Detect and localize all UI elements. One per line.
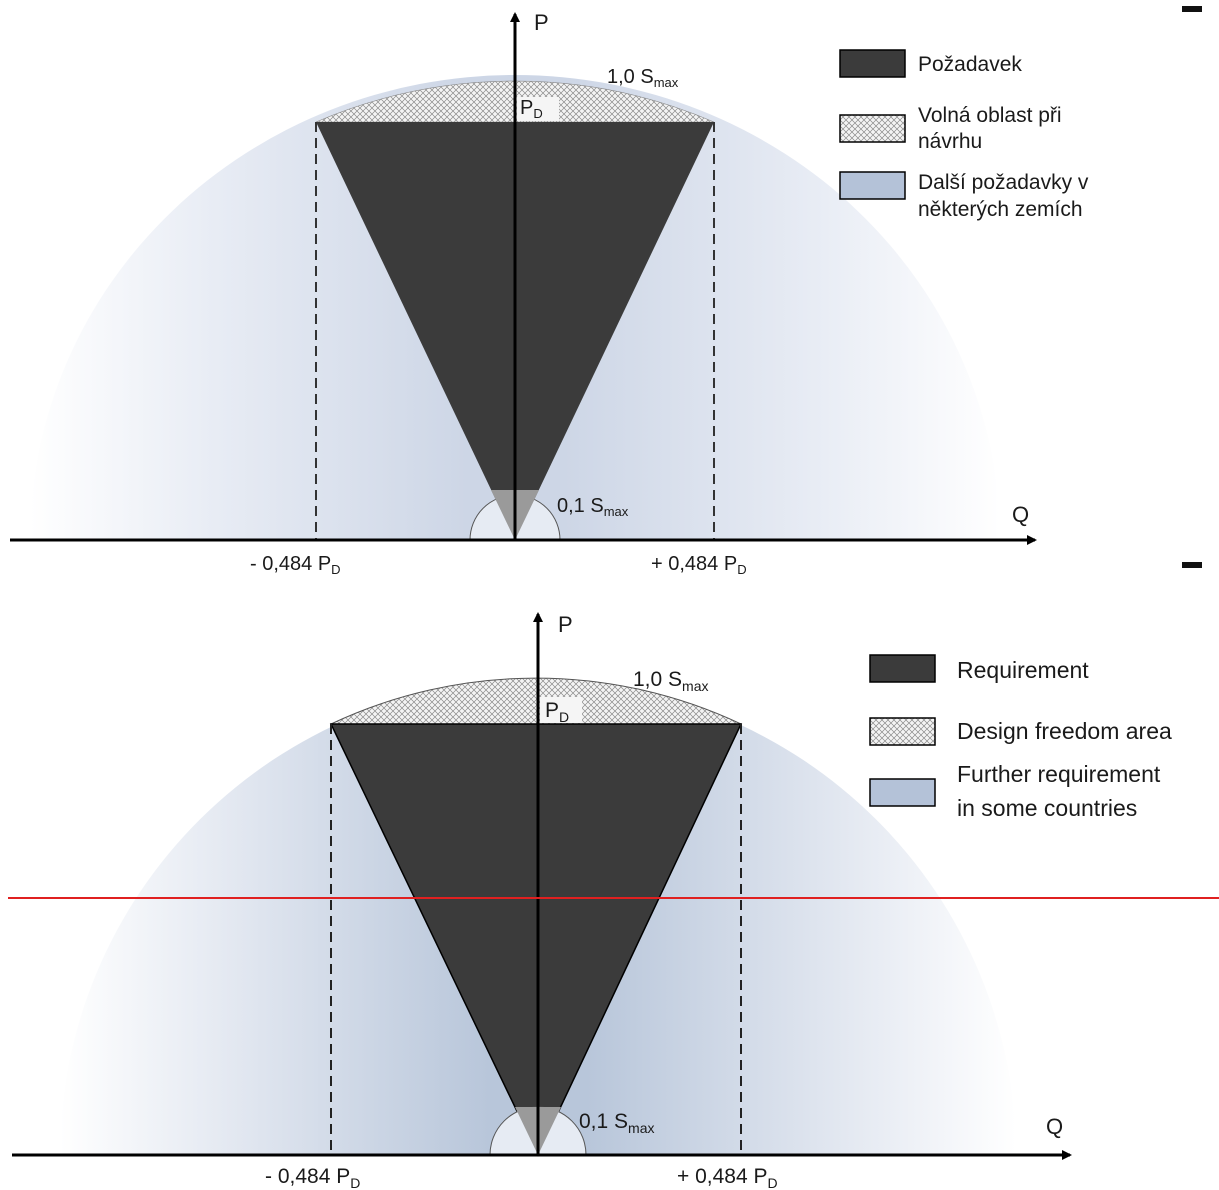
separator-dash <box>1182 562 1202 568</box>
legend: Požadavek Volná oblast při návrhu Další … <box>839 49 1089 221</box>
pd-label-box <box>517 97 559 121</box>
right-q-label: + 0,484 PD <box>651 553 747 577</box>
legend-swatch-design-freedom <box>869 717 936 746</box>
legend-label: některých zemích <box>918 198 1083 221</box>
smax-label: 1,0 Smax <box>633 668 709 694</box>
pd-label: PD <box>520 97 543 121</box>
top-diagram: P Q 1,0 Smax PD 0,1 Smax - 0,484 PD + 0,… <box>10 10 1089 577</box>
q-axis-label: Q <box>1046 1114 1063 1139</box>
small-smax-label: 0,1 Smax <box>557 495 629 519</box>
legend-swatch-further <box>869 778 936 807</box>
legend-label: Further requirement <box>957 761 1161 787</box>
legend-swatch-requirement <box>869 654 936 683</box>
legend-label: Requirement <box>957 657 1089 683</box>
requirement-area <box>329 723 743 1157</box>
small-smax-label: 0,1 Smax <box>579 1110 655 1136</box>
separator-dash <box>1182 6 1202 12</box>
legend: Requirement Design freedom area Further … <box>869 654 1172 821</box>
left-q-label: - 0,484 PD <box>265 1165 360 1190</box>
right-q-label: + 0,484 PD <box>677 1165 778 1190</box>
legend-label: Volná oblast při <box>918 104 1062 127</box>
legend-label: návrhu <box>918 130 982 153</box>
legend-swatch-design-freedom <box>839 114 906 143</box>
legend-swatch-requirement <box>839 49 906 78</box>
design-freedom-area <box>330 677 742 725</box>
legend-label: Další požadavky v <box>918 171 1089 194</box>
bottom-diagram: P Q 1,0 Smax PD 0,1 Smax - 0,484 PD + 0,… <box>8 612 1219 1190</box>
pd-label-box <box>540 697 582 723</box>
smax-label: 1,0 Smax <box>607 66 679 90</box>
legend-label: Design freedom area <box>957 718 1172 744</box>
q-axis-label: Q <box>1012 502 1029 527</box>
p-axis-label: P <box>558 612 573 637</box>
p-axis-label: P <box>534 10 549 35</box>
left-q-label: - 0,484 PD <box>250 553 341 577</box>
pd-label: PD <box>545 699 569 725</box>
legend-swatch-further <box>839 171 906 200</box>
legend-label: in some countries <box>957 795 1137 821</box>
legend-label: Požadavek <box>918 53 1022 76</box>
